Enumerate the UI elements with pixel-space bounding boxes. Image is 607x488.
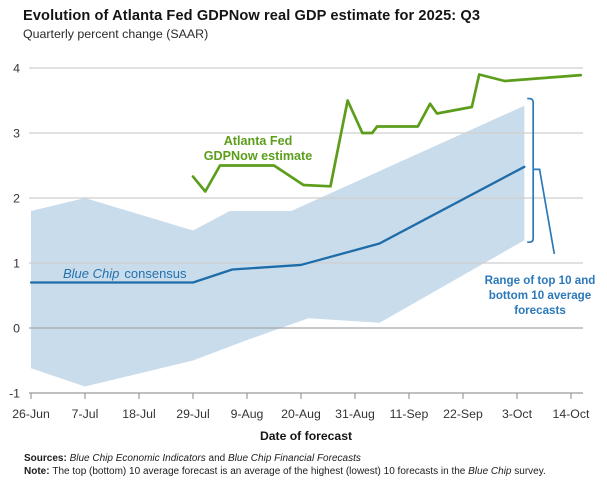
- range-label-line1: Range of top 10 and: [485, 274, 596, 287]
- range-label-leader-line: [533, 168, 556, 255]
- note-blue-chip: Blue Chip: [468, 466, 512, 477]
- y-tick-label-3: 3: [13, 127, 20, 141]
- x-tick-label-29-Jul: 29-Jul: [176, 407, 210, 421]
- range-label-line3: forecasts: [514, 304, 566, 317]
- series-line-blue-chip-consensus: [29, 165, 526, 284]
- sources-label: Sources:: [24, 453, 70, 464]
- y-tick-label-1: 1: [13, 257, 20, 271]
- x-tick-label-31-Aug: 31-Aug: [335, 407, 375, 421]
- range-bracket-layer: [527, 97, 556, 255]
- y-tick-label-2: 2: [13, 192, 20, 206]
- blue-chip-consensus-label-rest: consensus: [124, 266, 187, 281]
- gdpnow-series-label-line2: GDPNow estimate: [204, 149, 312, 163]
- sources-publication-2: Blue Chip Financial Forecasts: [228, 453, 361, 464]
- y-tick-label-0: 0: [13, 322, 20, 336]
- footnotes: Sources: Blue Chip Economic Indicators a…: [24, 452, 599, 478]
- x-tick-label-18-Jul: 18-Jul: [122, 407, 156, 421]
- sources-line: Sources: Blue Chip Economic Indicators a…: [24, 452, 599, 465]
- data-series-layer: [29, 73, 583, 284]
- x-axis-layer: 26-Jun 7-Jul 18-Jul 29-Jul 9-Aug 20-Aug 31-Aug…: [12, 392, 590, 421]
- gdpnow-series-label-line1: Atlanta Fed: [224, 134, 293, 148]
- x-tick-label-26-Jun: 26-Jun: [12, 407, 50, 421]
- series-line-atlanta-fed-gdpnow-estimate: [191, 73, 583, 193]
- x-axis-title: Date of forecast: [260, 429, 352, 443]
- x-tick-label-20-Aug: 20-Aug: [281, 407, 321, 421]
- forecast-range-band-layer: [31, 105, 525, 387]
- chart-title: Evolution of Atlanta Fed GDPNow real GDP…: [23, 8, 481, 24]
- x-tick-label-22-Sep: 22-Sep: [443, 407, 483, 421]
- forecast-range-band: [31, 105, 525, 387]
- note-text-1: The top (bottom) 10 average forecast is …: [52, 466, 469, 477]
- note-line: Note: The top (bottom) 10 average foreca…: [24, 465, 599, 478]
- note-label: Note:: [24, 466, 53, 477]
- chart-area: 4 3 2 1 0 -1 26-Jun 7-Jul 18-Jul 29-Jul 9-Aug 20-A…: [0, 50, 607, 450]
- range-label-line2: bottom 10 average: [489, 289, 592, 302]
- chart-header: Evolution of Atlanta Fed GDPNow real GDP…: [23, 8, 597, 41]
- note-text-2: survey.: [511, 466, 546, 477]
- y-tick-label--1: -1: [9, 387, 20, 401]
- x-tick-label-11-Sep: 11-Sep: [390, 407, 429, 421]
- x-tick-label-9-Aug: 9-Aug: [231, 407, 264, 421]
- sources-conjunction: and: [205, 453, 229, 464]
- range-bracket: [527, 97, 535, 244]
- x-tick-label-7-Jul: 7-Jul: [72, 407, 99, 421]
- blue-chip-consensus-label-italic: Blue Chip: [63, 266, 119, 281]
- x-tick-label-14-Oct: 14-Oct: [553, 407, 590, 421]
- x-tick-label-3-Oct: 3-Oct: [502, 407, 533, 421]
- chart-subtitle: Quarterly percent change (SAAR): [23, 27, 209, 41]
- blue-chip-consensus-label: Blue Chip consensus: [63, 266, 187, 281]
- sources-publication-1: Blue Chip Economic Indicators: [69, 453, 206, 464]
- y-tick-label-4: 4: [13, 62, 20, 76]
- gdpnow-evolution-chart: 4 3 2 1 0 -1 26-Jun 7-Jul 18-Jul 29-Jul 9-Aug 20-A…: [9, 62, 596, 444]
